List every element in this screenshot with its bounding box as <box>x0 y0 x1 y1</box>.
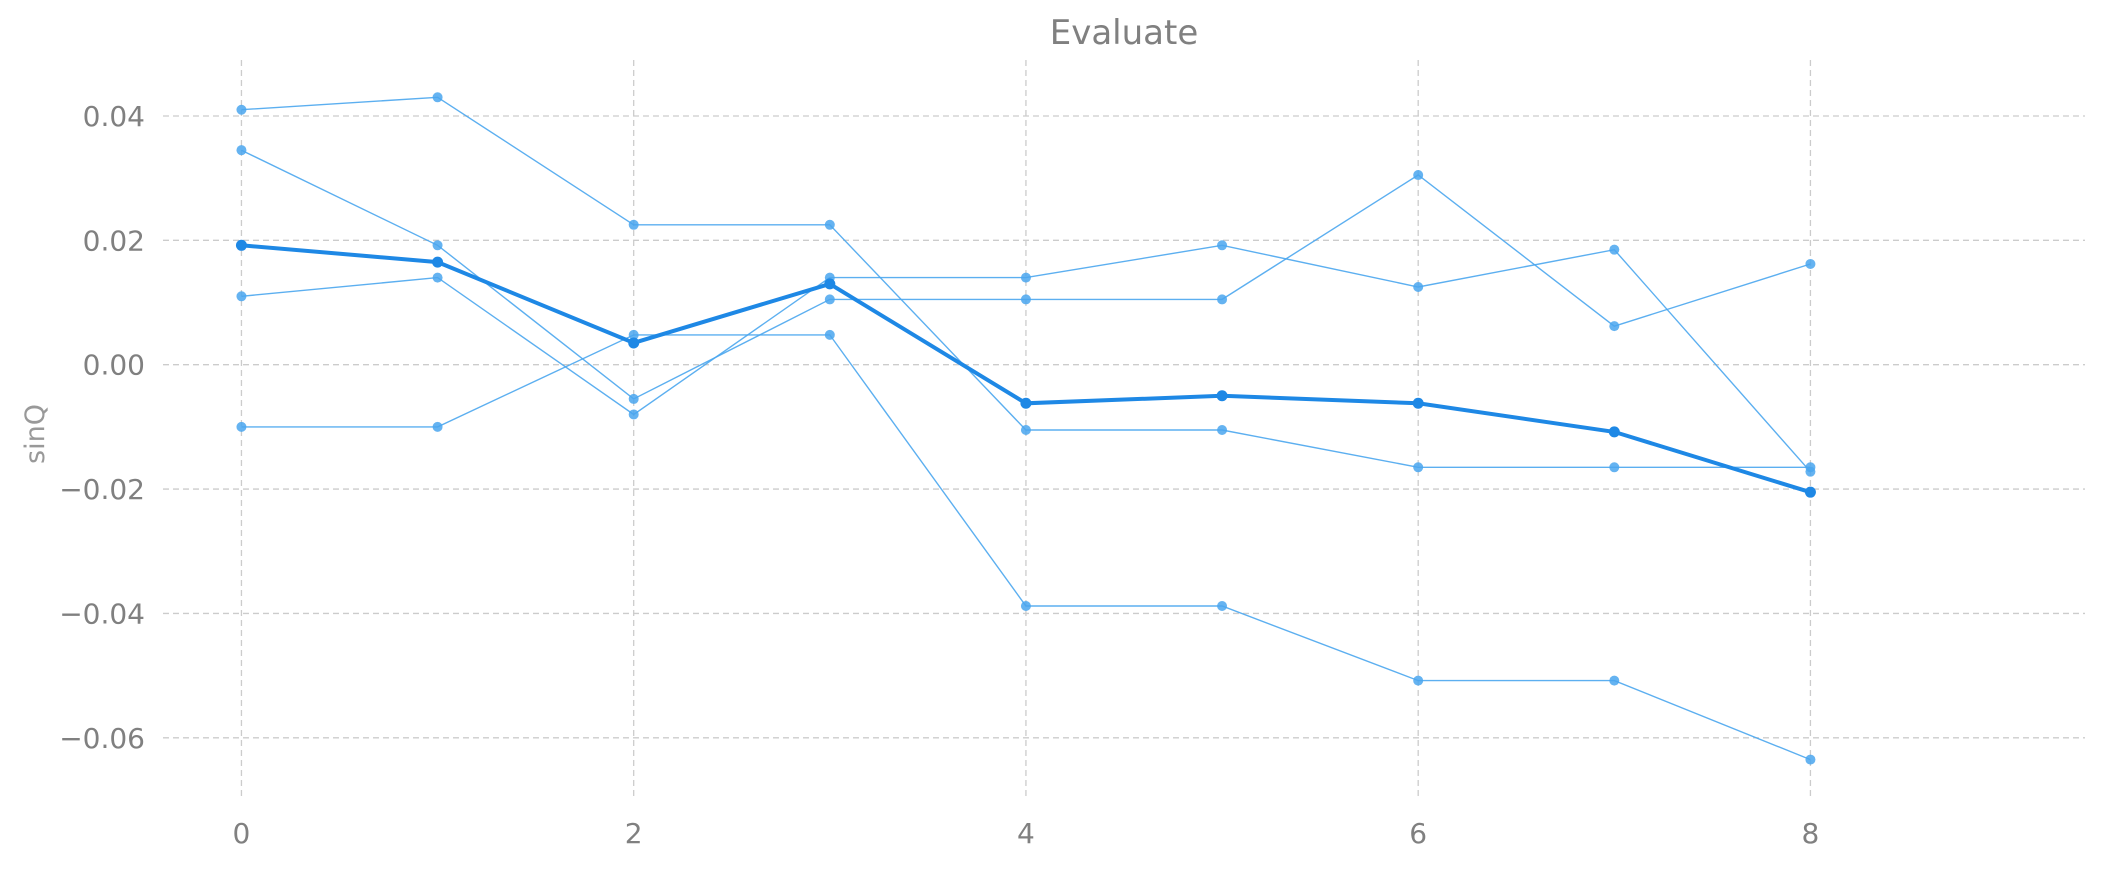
y-axis-ticks: 0.04 0.02 0.00 −0.02 −0.04 −0.06 <box>59 100 145 755</box>
data-point <box>824 294 835 305</box>
data-point <box>1804 486 1816 498</box>
data-point <box>628 337 640 349</box>
data-point <box>432 92 443 103</box>
data-point <box>1608 426 1620 438</box>
data-point <box>1020 600 1031 611</box>
series-1 <box>236 92 1816 473</box>
data-point <box>628 329 639 340</box>
series-2 <box>236 145 1816 404</box>
data-point <box>1413 675 1424 686</box>
data-point <box>1609 462 1620 473</box>
grid-lines <box>163 60 2085 800</box>
series-5 <box>235 239 1816 498</box>
data-point <box>1413 281 1424 292</box>
data-point <box>432 272 443 283</box>
x-tick-label: 2 <box>625 817 643 850</box>
data-point <box>628 409 639 420</box>
data-point <box>1609 675 1620 686</box>
data-point <box>1805 466 1816 477</box>
data-point <box>1020 294 1031 305</box>
data-point <box>236 421 247 432</box>
series-3 <box>236 240 1816 477</box>
data-point <box>1216 390 1228 402</box>
data-point <box>432 256 444 268</box>
y-tick-label: −0.02 <box>59 473 145 506</box>
series-4 <box>236 329 1816 765</box>
data-point <box>236 145 247 156</box>
data-point <box>1609 244 1620 255</box>
y-axis-label: sinQ <box>20 404 51 464</box>
y-tick-label: 0.00 <box>83 349 145 382</box>
data-point <box>1217 425 1228 435</box>
data-point <box>1805 258 1816 269</box>
plot-area <box>235 92 1816 765</box>
data-point <box>1412 397 1424 409</box>
data-point <box>432 421 443 432</box>
chart-title: Evaluate <box>1050 13 1199 53</box>
data-point <box>1020 425 1031 435</box>
x-tick-label: 4 <box>1017 817 1035 850</box>
data-point <box>236 291 247 302</box>
data-point <box>236 104 247 115</box>
y-tick-label: −0.04 <box>59 597 145 630</box>
data-point <box>1217 600 1228 611</box>
data-point <box>824 278 836 290</box>
data-point <box>1413 170 1424 181</box>
data-point <box>628 393 639 404</box>
x-tick-label: 6 <box>1409 817 1427 850</box>
data-point <box>235 239 247 251</box>
data-point <box>1805 754 1816 765</box>
data-point <box>1217 294 1228 305</box>
data-point <box>1609 321 1620 332</box>
data-point <box>628 219 639 230</box>
x-tick-label: 0 <box>233 817 251 850</box>
data-point <box>1217 240 1228 251</box>
y-tick-label: 0.04 <box>83 100 145 133</box>
data-point <box>824 329 835 340</box>
y-tick-label: 0.02 <box>83 224 145 257</box>
data-point <box>432 240 443 251</box>
x-tick-label: 8 <box>1802 817 1820 850</box>
data-point <box>824 219 835 230</box>
data-point <box>1413 462 1424 473</box>
x-axis-ticks: 0 2 4 6 8 <box>233 817 1820 850</box>
data-point <box>1020 397 1032 409</box>
data-point <box>1020 272 1031 283</box>
y-tick-label: −0.06 <box>59 722 145 755</box>
